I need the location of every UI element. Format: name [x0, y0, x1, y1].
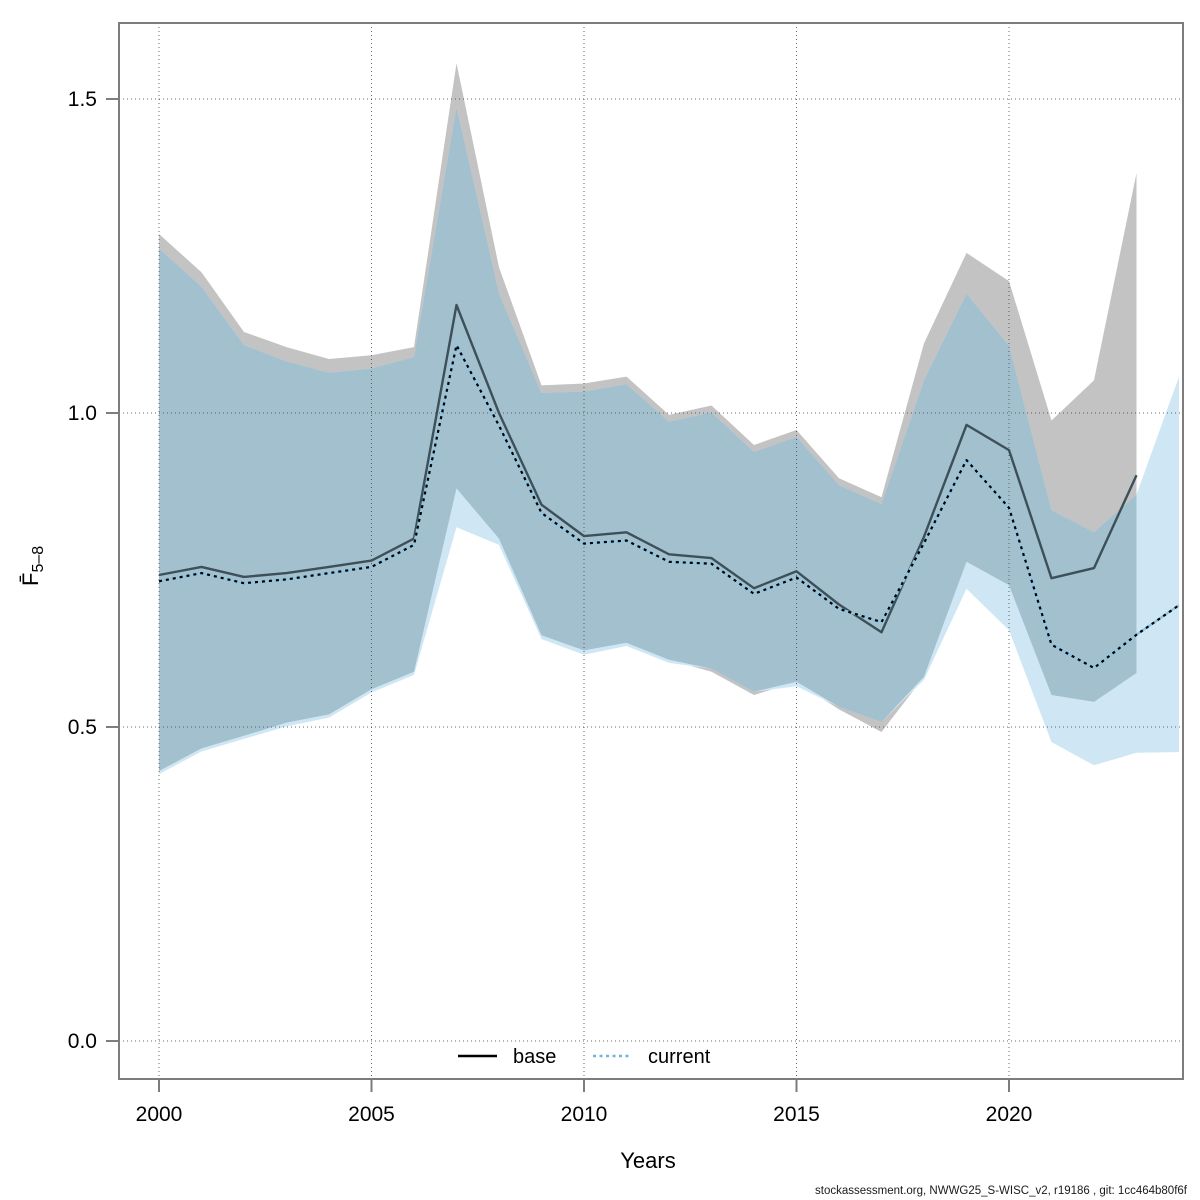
y-tick-label-1: 1.0 [68, 402, 97, 425]
x-tick-label-2000: 2000 [136, 1103, 183, 1126]
current-median-line [158, 344, 1180, 670]
y-axis-label-main: F̄ [18, 573, 43, 586]
x-tick-label-2015: 2015 [773, 1103, 820, 1126]
footer-credit: stockassessment.org, NWWG25_S-WISC_v2, r… [815, 1185, 1188, 1197]
y-tick-label-0: 0.0 [68, 1030, 97, 1053]
legend-current-label: current [648, 1046, 711, 1068]
band-overlap-region [159, 107, 1137, 771]
y-axis-label: F̄5–8 [18, 546, 47, 586]
y-tick-label-1.5: 1.5 [68, 88, 97, 111]
legend: base current [458, 1046, 711, 1068]
x-tick-label-2020: 2020 [986, 1103, 1033, 1126]
base-median-line [158, 303, 1138, 634]
plot-border [118, 22, 1184, 1080]
legend-base-label: base [513, 1046, 556, 1068]
chart-layers: 2000 2005 2010 2015 2020 0.0 0.5 1.0 1.5 [68, 22, 1184, 1126]
y-axis-label-subscript: 5–8 [30, 546, 47, 573]
x-axis-label: Years [620, 1148, 675, 1173]
x-tick-label-2005: 2005 [348, 1103, 395, 1126]
y-tick-label-0.5: 0.5 [68, 716, 97, 739]
x-tick-label-2010: 2010 [561, 1103, 608, 1126]
